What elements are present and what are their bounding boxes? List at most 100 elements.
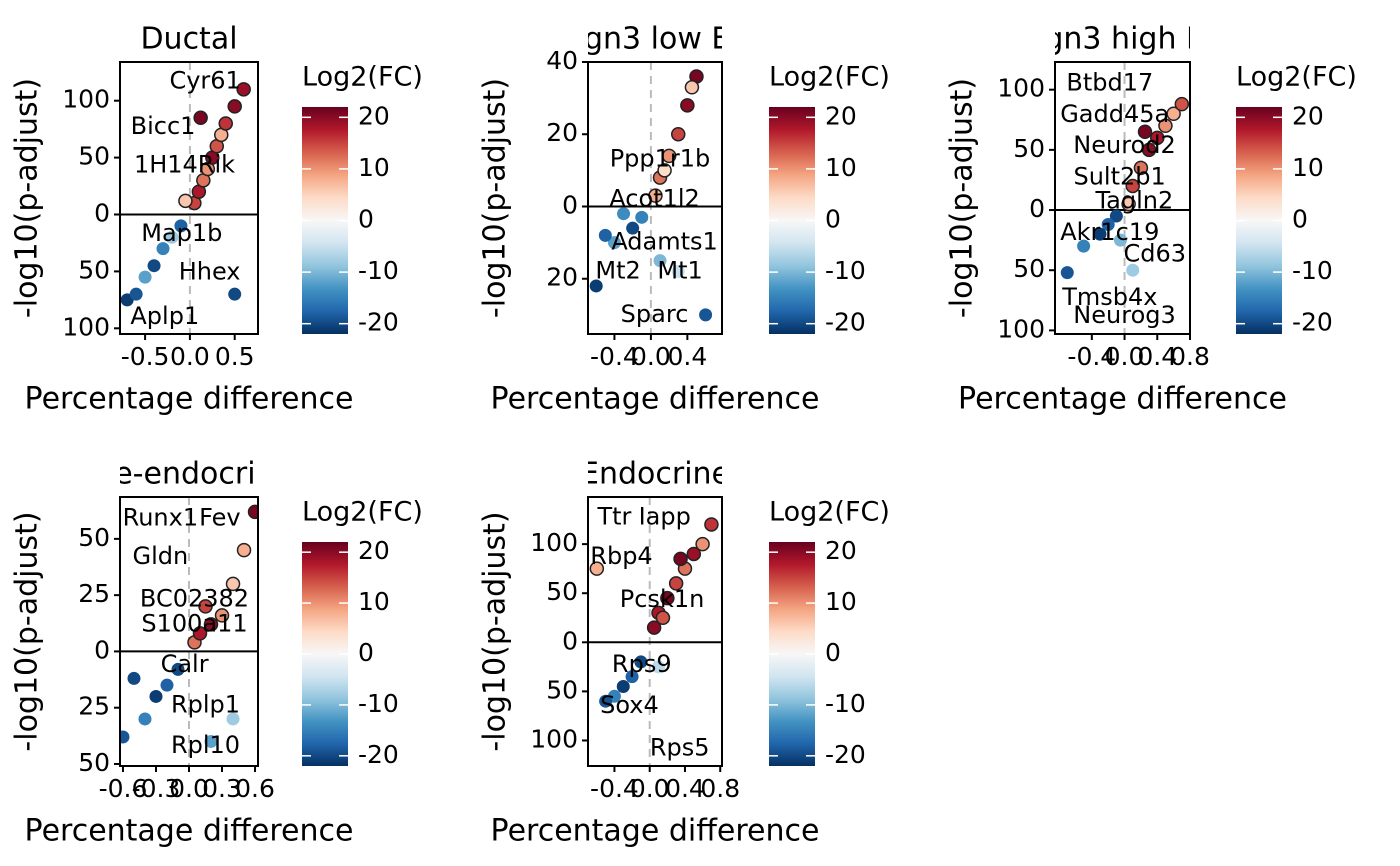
colorbar-tick-label: -20 [358, 308, 399, 337]
point [1126, 263, 1140, 277]
point [160, 678, 174, 692]
colorbar-tick-label: 10 [1292, 153, 1324, 182]
x-tick-label: 0.4 [1137, 342, 1177, 371]
colorbar-title: Log2(FC) [1236, 62, 1357, 93]
points [120, 82, 251, 307]
colorbar-tick-label: 0 [358, 205, 374, 234]
colorbar-tick-label: 10 [825, 587, 857, 616]
panel-title: Pre-endocrine [85, 457, 293, 492]
annotations: Cyr61 Bicc1 1H14Rik Map1b Hhex Aplp1 [130, 66, 240, 330]
point [680, 98, 695, 113]
plot-frame [587, 61, 723, 335]
x-tick-label: -0.4 [590, 342, 639, 371]
panel: Ngn3 high EPBtbd17Gadd45aNeurod2Sult2b1T… [945, 22, 1357, 417]
points [589, 517, 719, 708]
y-tick-label: 40 [546, 46, 578, 75]
y-tick-label: 0 [562, 190, 578, 219]
x-tick-label: 0.5 [215, 342, 255, 371]
y-axis-label: -log10(p-adjust) [10, 78, 45, 318]
gene-label: Neurod2 [1073, 131, 1175, 159]
point [599, 694, 613, 708]
point [655, 610, 671, 626]
gene-label: Hhex [179, 258, 241, 286]
x-tick-label: -0.6 [99, 774, 148, 803]
point [214, 608, 230, 623]
point [225, 576, 241, 592]
gene-label: Pcsk1n [620, 585, 705, 613]
colorbar-title: Log2(FC) [769, 62, 890, 93]
colorbar-tick-label: -10 [1292, 256, 1333, 285]
gene-label: Rps5 [650, 733, 710, 761]
x-tick-label: 0.0 [170, 342, 210, 371]
panel: DuctalCyr61Bicc11H14RikMap1bHhexAplp1100… [10, 22, 423, 417]
colorbar-tick-label: -20 [825, 740, 866, 769]
point [1174, 96, 1190, 112]
x-tick-label: 0.0 [631, 342, 671, 371]
x-tick-label: 0.0 [630, 774, 670, 803]
y-tick-label: 20 [546, 263, 578, 292]
colorbar-title: Log2(FC) [302, 497, 423, 528]
x-tick-label: 0.8 [1170, 342, 1210, 371]
points [120, 504, 258, 748]
point [156, 242, 170, 256]
point [671, 265, 685, 279]
point [616, 679, 630, 693]
gene-label: Calr [161, 650, 209, 678]
x-tick-label: -0.3 [132, 774, 181, 803]
point [1158, 118, 1173, 134]
y-tick-label: 50 [78, 142, 110, 171]
x-tick-label: 0.0 [1105, 342, 1145, 371]
point [1125, 178, 1140, 194]
point [147, 259, 161, 273]
y-tick-label: 0 [562, 626, 578, 655]
x-tick-label: 0.8 [700, 774, 740, 803]
point [589, 561, 605, 576]
point [1077, 239, 1091, 253]
point [1109, 209, 1123, 223]
y-tick-label: 20 [546, 118, 578, 147]
y-tick-label: 100 [997, 314, 1045, 343]
point [1141, 142, 1157, 158]
y-tick-label: 100 [997, 74, 1045, 103]
colorbar-tick-label: -20 [358, 740, 399, 769]
gene-label: Aplp1 [130, 302, 199, 330]
plot-frame [587, 496, 723, 767]
point [684, 80, 700, 95]
colorbar-tick-label: 10 [358, 587, 390, 616]
point [695, 536, 710, 552]
gene-label: Sult2b1 [1073, 163, 1165, 191]
point [193, 110, 208, 126]
point [661, 148, 677, 164]
point [227, 99, 242, 114]
gene-label: Adamts1 [611, 228, 718, 256]
point [192, 626, 208, 641]
point [625, 670, 639, 684]
gene-label: Tmsb4x [1061, 283, 1157, 311]
gene-label: Ttr [596, 503, 631, 531]
x-axis-label: Percentage difference [958, 382, 1287, 417]
colorbar-tick-label: 0 [1292, 205, 1308, 234]
annotations: Ttr Iapp Rbp4 Pcsk1n Rps9 Sox4 Rps5 [590, 503, 709, 762]
y-tick-label: 50 [78, 523, 110, 552]
y-tick-label: 50 [78, 748, 110, 777]
point [660, 590, 675, 606]
point [648, 188, 663, 203]
colorbar-tick-label: 20 [358, 101, 390, 130]
point [226, 712, 240, 726]
point [1150, 130, 1165, 146]
y-axis-label: -log10(p-adjust) [10, 511, 45, 751]
gene-label: Runx1 [123, 504, 199, 532]
point [129, 287, 143, 301]
gene-label: Sparc [621, 300, 689, 328]
colorbar-tick-label: 0 [825, 205, 841, 234]
point [236, 82, 251, 97]
point [598, 228, 612, 242]
gene-label: Acot1l2 [609, 184, 700, 212]
gene-label: Gldn [133, 542, 189, 570]
gene-label: Ppp1r1b [610, 145, 711, 173]
y-tick-label: 50 [546, 577, 578, 606]
point [127, 671, 141, 685]
points [1060, 96, 1190, 280]
